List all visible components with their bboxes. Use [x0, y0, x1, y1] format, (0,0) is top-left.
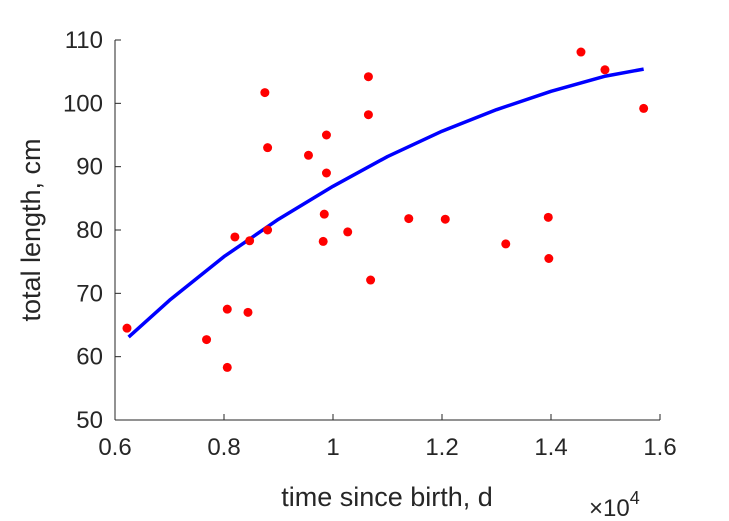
- x-tick-label: 0.6: [98, 434, 131, 461]
- data-point: [363, 110, 373, 120]
- ticks: [114, 39, 661, 421]
- y-tick-label: 110: [65, 27, 103, 54]
- data-point: [122, 323, 132, 333]
- data-point: [576, 47, 586, 57]
- data-point: [366, 275, 376, 285]
- y-tick-label: 100: [63, 90, 103, 117]
- data-point: [321, 130, 331, 140]
- data-point: [202, 335, 212, 345]
- x-multiplier-base: ×10: [589, 495, 630, 521]
- data-point: [600, 65, 610, 75]
- x-tick-label: 1.4: [534, 434, 567, 461]
- x-multiplier-exponent: 4: [630, 488, 640, 508]
- data-point: [318, 236, 328, 246]
- data-point: [543, 212, 553, 222]
- x-tick-label: 1.2: [425, 434, 458, 461]
- y-tick-label: 50: [76, 407, 103, 434]
- data-point: [243, 307, 253, 317]
- data-points: [122, 47, 649, 372]
- y-tick-label: 80: [76, 217, 103, 244]
- data-point: [222, 304, 232, 314]
- x-axis-label: time since birth, d: [281, 482, 493, 512]
- x-tick-label: 0.8: [207, 434, 240, 461]
- axes: [114, 40, 660, 421]
- y-axis-label: total length, cm: [16, 138, 46, 321]
- data-point: [440, 214, 450, 224]
- data-point: [501, 239, 511, 249]
- data-point: [319, 209, 329, 219]
- data-point: [544, 254, 554, 263]
- tick-labels: 0.6 0.8 1 1.2 1.4 1.6 50 60 70 80 90 100 110: [63, 27, 677, 461]
- data-point: [303, 150, 313, 160]
- fit-line: [127, 67, 644, 339]
- data-point: [260, 88, 270, 98]
- x-tick-label: 1.6: [643, 434, 676, 461]
- data-point: [222, 362, 232, 372]
- x-multiplier: ×104: [589, 488, 640, 521]
- data-point: [321, 168, 331, 178]
- y-tick-label: 60: [76, 344, 103, 371]
- y-tick-label: 90: [76, 154, 103, 181]
- data-point: [245, 236, 255, 246]
- data-point: [363, 72, 373, 82]
- data-point: [263, 225, 273, 235]
- fit-curve: [127, 67, 644, 339]
- data-point: [343, 227, 353, 237]
- data-point: [639, 103, 649, 113]
- data-point: [404, 214, 414, 224]
- data-point: [230, 232, 240, 242]
- y-tick-label: 70: [76, 280, 103, 307]
- data-point: [263, 143, 273, 153]
- x-tick-label: 1: [326, 434, 339, 461]
